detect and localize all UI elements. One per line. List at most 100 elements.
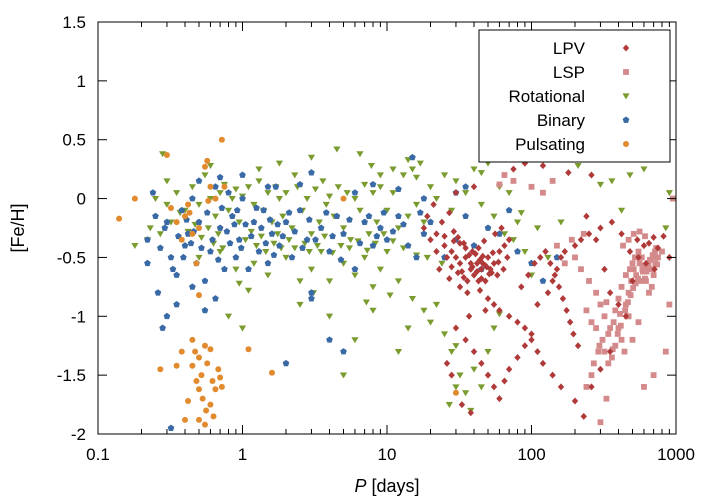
data-point-lsp bbox=[620, 242, 626, 249]
data-point-rotational bbox=[334, 184, 342, 191]
data-point-binary bbox=[260, 206, 267, 214]
data-point-rotational bbox=[662, 225, 670, 232]
data-point-rotational bbox=[325, 278, 334, 285]
legend-marker-lsp bbox=[623, 69, 629, 75]
data-point-binary bbox=[308, 295, 315, 302]
data-point-lpv bbox=[563, 306, 570, 314]
data-point-binary bbox=[413, 253, 420, 261]
data-point-binary bbox=[340, 230, 347, 237]
data-point-lpv bbox=[436, 265, 443, 273]
data-point-lpv bbox=[490, 301, 498, 309]
y-axis-title: [Fe/H] bbox=[8, 203, 28, 252]
data-point-lpv bbox=[559, 295, 567, 303]
data-point-lsp bbox=[601, 313, 608, 320]
ticks-layer: 0.1 1 10 100 1000 -2 -1.5 -1 -0.5 0 0.5 1 1.5 bbox=[57, 13, 695, 464]
legend: LPV LSP Rotational Binary Pulsating bbox=[478, 29, 671, 163]
data-point-binary bbox=[514, 248, 521, 255]
data-point-binary bbox=[231, 220, 238, 228]
data-point-lsp bbox=[659, 248, 665, 255]
data-point-lpv bbox=[427, 236, 434, 244]
data-point-rotational bbox=[206, 163, 215, 170]
data-point-lsp bbox=[593, 289, 600, 296]
data-point-lpv bbox=[443, 359, 451, 367]
x-axis-title: P [days] bbox=[354, 476, 419, 496]
data-point-lsp bbox=[612, 342, 619, 349]
data-point-binary bbox=[380, 209, 388, 216]
data-point-lsp bbox=[540, 189, 546, 196]
data-point-rotational bbox=[232, 186, 240, 193]
data-point-pulsating bbox=[199, 395, 206, 402]
data-point-rotational bbox=[188, 184, 196, 191]
data-point-lpv bbox=[484, 371, 492, 379]
data-point-binary bbox=[242, 220, 249, 228]
data-point-lpv bbox=[448, 371, 455, 379]
data-point-rotational bbox=[255, 166, 263, 173]
data-point-rotational bbox=[252, 243, 261, 250]
data-point-lpv bbox=[514, 318, 521, 326]
data-point-rotational bbox=[423, 254, 431, 261]
data-point-lpv bbox=[521, 342, 529, 350]
data-point-binary bbox=[173, 271, 180, 278]
data-point-rotational bbox=[452, 384, 460, 391]
data-point-binary bbox=[144, 236, 151, 243]
legend-marker-lpv bbox=[622, 44, 630, 52]
series-lsp bbox=[496, 172, 676, 426]
data-point-rotational bbox=[369, 284, 377, 291]
data-point-lsp bbox=[648, 283, 655, 290]
data-point-lsp bbox=[635, 319, 642, 326]
data-point-lpv bbox=[496, 248, 503, 256]
data-point-lpv bbox=[460, 273, 467, 281]
data-point-rotational bbox=[477, 170, 485, 177]
data-point-binary bbox=[161, 224, 169, 231]
data-point-lpv bbox=[601, 265, 608, 273]
data-point-binary bbox=[195, 218, 203, 225]
data-point-lsp bbox=[593, 325, 600, 331]
data-point-lpv bbox=[635, 253, 642, 261]
data-point-pulsating bbox=[196, 416, 203, 423]
data-point-rotational bbox=[513, 219, 522, 226]
data-point-binary bbox=[409, 153, 416, 161]
data-point-lsp bbox=[583, 307, 590, 314]
y-tick-label: 1.5 bbox=[62, 13, 86, 32]
data-point-rotational bbox=[490, 325, 498, 332]
x-tick-label: 100 bbox=[517, 445, 545, 464]
data-point-rotational bbox=[369, 190, 377, 197]
data-point-lpv bbox=[501, 242, 508, 250]
data-point-binary bbox=[308, 289, 315, 296]
data-point-rotational bbox=[394, 349, 403, 355]
data-point-binary bbox=[389, 228, 397, 235]
data-point-binary bbox=[212, 183, 219, 190]
data-point-pulsating bbox=[196, 354, 203, 361]
data-point-lsp bbox=[655, 254, 661, 261]
data-point-rotational bbox=[279, 213, 287, 220]
data-point-lsp bbox=[580, 230, 587, 237]
data-point-pulsating bbox=[245, 346, 252, 353]
data-point-pulsating bbox=[173, 219, 180, 226]
data-point-rotational bbox=[373, 219, 381, 226]
data-point-rotational bbox=[420, 307, 428, 314]
data-point-lpv bbox=[534, 301, 541, 309]
data-point-lpv bbox=[456, 283, 464, 291]
data-point-lsp bbox=[528, 183, 535, 190]
data-point-lsp bbox=[618, 336, 625, 343]
data-point-rotational bbox=[517, 210, 525, 217]
data-point-pulsating bbox=[196, 292, 203, 299]
data-point-lpv bbox=[566, 318, 574, 326]
x-tick-label: 1000 bbox=[657, 445, 695, 464]
data-point-binary bbox=[233, 206, 241, 214]
data-point-lpv bbox=[456, 239, 464, 247]
data-point-rotational bbox=[339, 225, 348, 232]
data-point-binary bbox=[235, 236, 243, 243]
data-point-binary bbox=[326, 248, 333, 255]
data-point-lsp bbox=[621, 348, 628, 355]
data-point-rotational bbox=[173, 190, 181, 197]
data-point-pulsating bbox=[452, 389, 459, 396]
data-point-rotational bbox=[204, 225, 212, 232]
data-point-pulsating bbox=[215, 366, 222, 373]
data-point-binary bbox=[159, 324, 166, 331]
data-point-lsp bbox=[622, 307, 629, 314]
data-point-pulsating bbox=[201, 163, 208, 170]
data-point-rotational bbox=[343, 190, 351, 197]
data-point-lpv bbox=[544, 289, 552, 297]
data-point-binary bbox=[181, 242, 189, 249]
